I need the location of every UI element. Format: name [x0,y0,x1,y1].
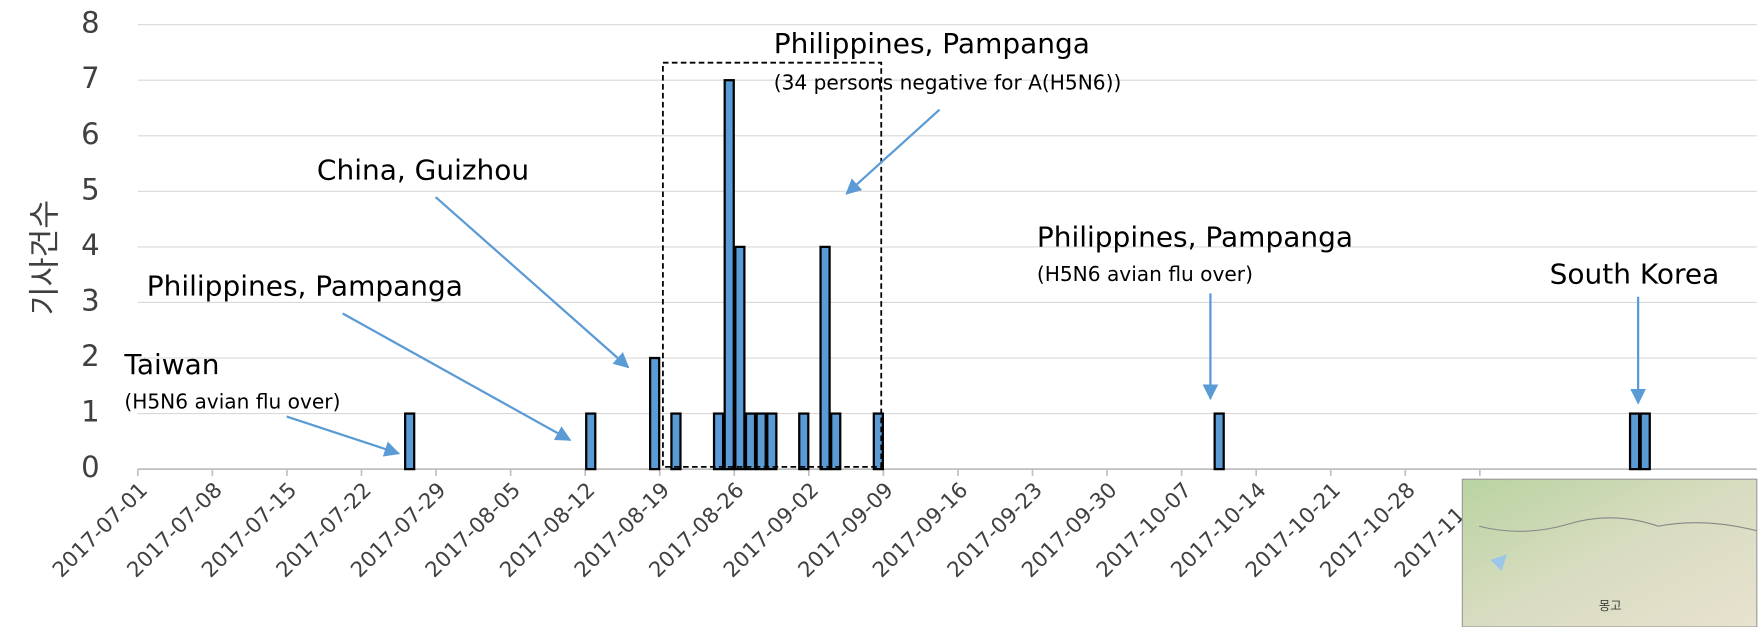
y-tick-label: 1 [81,395,100,429]
annotation-arrow [287,417,399,454]
annotation-arrow [343,314,570,441]
y-tick-label: 7 [81,61,100,95]
bar [746,414,755,470]
map-label: 몽고 [1599,599,1622,613]
annotation-subtitle: (H5N6 avian flu over) [1037,262,1253,286]
annotation-arrow [436,197,629,367]
annotation-title: Philippines, Pampanga [147,270,463,303]
bar [405,414,414,470]
bar [735,247,744,469]
annotation-title: Philippines, Pampanga [774,27,1090,60]
bar [1641,414,1650,470]
bar [671,414,680,470]
y-axis-label: 기사건수 [27,200,63,315]
highlight-box [663,63,881,467]
annotation-arrow [847,110,940,194]
bar [714,414,723,470]
annotation-title: Taiwan [123,348,219,381]
y-tick-label: 0 [81,450,100,484]
map-inset: 몽고 [1462,479,1756,627]
annotation-title: Philippines, Pampanga [1037,220,1353,253]
y-tick-label: 8 [81,6,100,40]
bar [821,247,830,469]
bar [799,414,808,470]
annotation-subtitle: (34 persons negative for A(H5N6)) [774,70,1122,94]
bar [650,358,659,469]
y-tick-label: 2 [81,339,100,373]
y-tick-label: 6 [81,117,100,151]
bar [586,414,595,470]
bar [831,414,840,470]
bar [1630,414,1639,470]
bar [725,80,734,469]
annotation-subtitle: (H5N6 avian flu over) [124,390,340,414]
y-tick-label: 4 [81,228,100,262]
y-tick-label: 5 [81,172,100,206]
annotation-title: South Korea [1550,257,1720,290]
annotation-title: China, Guizhou [317,153,529,186]
bar [1215,414,1224,470]
bar [757,414,766,470]
chart: 0123456782017-07-012017-07-082017-07-152… [0,0,1758,627]
bar [767,414,776,470]
y-tick-label: 3 [81,283,100,317]
